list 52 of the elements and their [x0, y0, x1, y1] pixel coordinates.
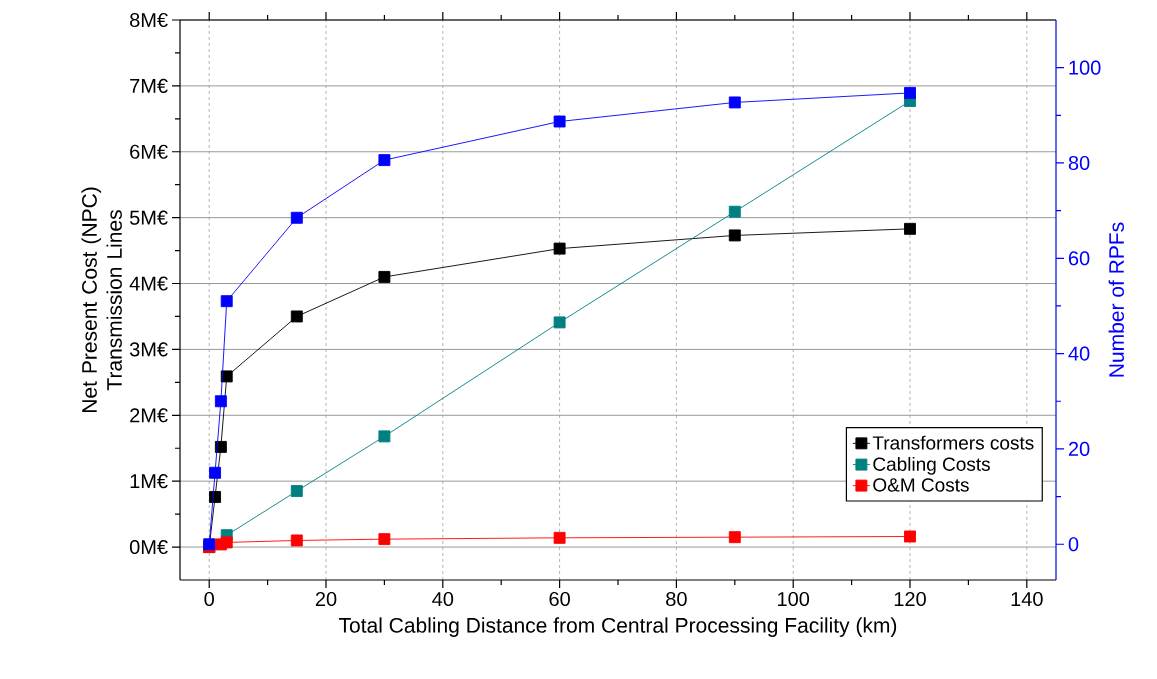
point: [378, 533, 391, 546]
point: [220, 295, 233, 308]
point: [290, 310, 303, 323]
y2-tick-label: 100: [1069, 60, 1101, 75]
point: [378, 154, 391, 167]
legend-label: O&M Costs: [873, 478, 969, 492]
point: [728, 205, 741, 218]
point: [553, 115, 566, 128]
point: [290, 485, 303, 497]
y2-tick-label: 20: [1068, 441, 1090, 456]
y-tick-label: 4M€: [129, 276, 168, 291]
y2-tick-label: 80: [1068, 155, 1090, 171]
point: [728, 531, 741, 544]
y-tick-label: 3M€: [129, 342, 168, 357]
point: [209, 466, 221, 479]
y-axis-title: Net Present Cost (NPC) Transmission Lines: [81, 187, 122, 413]
y-tick-label: 1M€: [130, 474, 168, 489]
point: [904, 530, 916, 543]
x-tick-label: 40: [432, 591, 454, 607]
x-tick-label: 60: [549, 591, 570, 607]
y2-tick-label: 60: [1068, 251, 1090, 266]
x-tick-label: 120: [894, 591, 926, 607]
y-tick-label: 6M€: [130, 144, 168, 159]
y2-tick-label: 0: [1068, 537, 1079, 552]
point: [553, 242, 566, 255]
x-axis-title: Total Cabling Distance from Central Processing Facility (km): [338, 617, 897, 637]
y2-axis-title: Number of RPFs: [1108, 222, 1124, 377]
y-tick-label: 7M€: [130, 78, 168, 93]
y-tick-label: 5M€: [129, 210, 168, 225]
x-tick-label: 100: [778, 591, 810, 607]
point: [378, 430, 391, 443]
point: [214, 395, 227, 408]
point: [290, 534, 303, 547]
point: [220, 536, 233, 549]
point: [904, 86, 916, 99]
x-tick-label: 20: [315, 591, 337, 607]
point: [290, 211, 303, 224]
y-tick-label: 2M€: [130, 408, 168, 423]
x-tick-label: 0: [204, 591, 214, 607]
point: [728, 229, 741, 242]
point: [553, 531, 566, 544]
point: [904, 222, 916, 235]
x-tick-label: 80: [666, 591, 687, 607]
y-tick-label: 0M€: [129, 539, 168, 555]
y2-tick-label: 40: [1068, 346, 1090, 361]
legend-label: Cabling Costs: [873, 456, 990, 475]
point: [553, 316, 566, 329]
point: [728, 96, 741, 109]
x-tick-label: 140: [1011, 591, 1043, 607]
legend-label: Transformers costs: [872, 435, 1034, 450]
y-tick-label: 8M€: [130, 12, 168, 28]
point: [378, 270, 391, 283]
